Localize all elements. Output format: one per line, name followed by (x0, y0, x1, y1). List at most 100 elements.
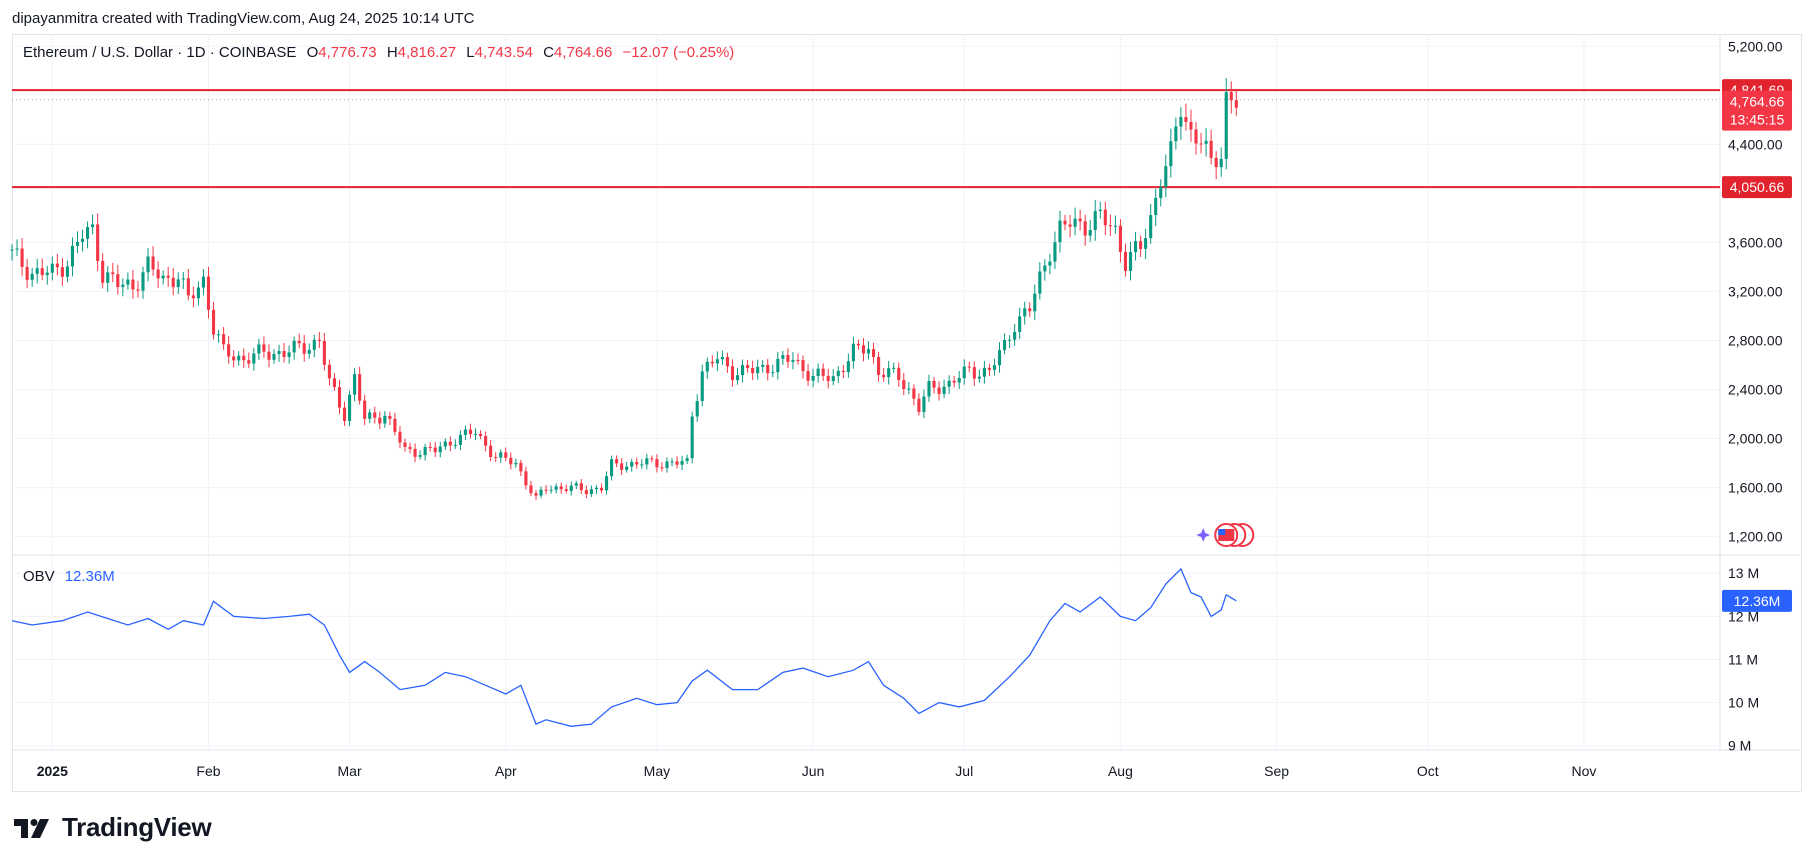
candle-body (791, 359, 795, 362)
candle-body (1038, 271, 1042, 294)
candle-body (786, 355, 790, 362)
candle-body (141, 272, 145, 291)
candle-body (952, 380, 956, 383)
candle-body (554, 486, 558, 490)
obv-value: 12.36M (64, 568, 115, 585)
candle-body (871, 349, 876, 357)
price-tick-label: 2,800.00 (1728, 332, 1783, 348)
candle-body (756, 366, 760, 374)
candle-body (715, 359, 719, 364)
candle-body (25, 266, 29, 280)
candle-body (604, 476, 609, 491)
candlestick-series (10, 78, 1238, 501)
candle-body (776, 358, 780, 373)
candle-body (746, 365, 750, 368)
price-tick-label: 3,600.00 (1728, 234, 1783, 250)
candle-body (695, 401, 699, 417)
candle-body (927, 381, 931, 397)
candle-body (101, 260, 105, 283)
candle-body (126, 279, 130, 285)
candle-body (509, 457, 513, 465)
candle-body (1073, 218, 1077, 227)
candle-body (1179, 117, 1183, 127)
candle-body (504, 452, 508, 458)
candle-body (10, 249, 14, 251)
candle-body (388, 415, 392, 419)
candle-body (322, 340, 326, 365)
time-tick-label: Aug (1108, 763, 1133, 779)
candle-body (1048, 261, 1052, 266)
candle-body (378, 417, 382, 424)
tradingview-brand[interactable]: TradingView (14, 812, 212, 843)
candle-body (599, 487, 604, 491)
candle-body (685, 458, 689, 461)
candle-body (287, 352, 291, 357)
candle-body (670, 461, 674, 463)
candle-body (1063, 220, 1067, 225)
candle-body (227, 344, 231, 357)
candle-body (710, 361, 714, 364)
candle-body (1133, 241, 1138, 253)
candle-body (75, 241, 80, 246)
candle-body (1194, 129, 1198, 144)
candle-body (1058, 220, 1062, 243)
candle-body (131, 279, 135, 290)
candle-body (831, 376, 835, 382)
price-tick-label: 2,000.00 (1728, 431, 1783, 447)
candle-body (403, 442, 407, 447)
candle-body (317, 339, 321, 341)
candle-body (30, 273, 34, 280)
candle-body (257, 344, 261, 354)
candle-body (892, 367, 896, 369)
candle-body (1053, 242, 1057, 262)
candle-body (902, 380, 906, 390)
candle-body (1118, 225, 1122, 252)
candle-body (705, 361, 709, 372)
candle-body (242, 355, 246, 361)
time-tick-label: Nov (1572, 763, 1597, 779)
price-tick-label: 2,400.00 (1728, 382, 1783, 398)
candle-body (191, 295, 195, 299)
candle-body (136, 289, 140, 291)
candle-body (514, 462, 518, 465)
candle-body (106, 272, 110, 283)
candle-body (1002, 340, 1007, 351)
candle-body (1229, 92, 1233, 101)
candle-body (771, 372, 775, 374)
tradingview-logo-icon (14, 818, 49, 838)
obv-legend[interactable]: OBV 12.36M (23, 568, 115, 585)
candle-body (463, 429, 468, 435)
candle-body (735, 375, 740, 381)
candle-body (1224, 92, 1228, 159)
candle-body (232, 356, 236, 361)
candle-body (413, 448, 417, 457)
candle-body (206, 276, 211, 310)
candle-body (801, 360, 805, 372)
candle-body (1083, 221, 1087, 236)
candle-body (977, 376, 981, 379)
candle-body (363, 400, 367, 419)
obv-badge-bg (1722, 589, 1792, 612)
candle-body (116, 274, 120, 288)
candle-body (655, 459, 659, 468)
low-label: L (466, 44, 475, 61)
candle-body (544, 489, 548, 491)
candle-body (534, 493, 538, 496)
candle-body (1043, 265, 1047, 272)
open-value: 4,776.73 (318, 44, 377, 61)
candle-body (222, 334, 226, 345)
candle-body (1159, 186, 1163, 198)
symbol-legend[interactable]: Ethereum / U.S. Dollar · 1D · COINBASE O… (23, 44, 734, 61)
high-value: 4,816.27 (397, 44, 457, 61)
obv-series (11, 567, 1237, 727)
candle-body (549, 489, 553, 491)
candle-body (1174, 126, 1178, 142)
candle-body (121, 284, 125, 288)
candle-body (1204, 140, 1208, 144)
candle-body (564, 489, 568, 492)
time-axis: 2025 Feb Mar Apr May Jun Jul Aug Sep Oct Nov (37, 763, 1597, 779)
candle-body (579, 483, 583, 491)
candle-body (433, 447, 437, 453)
